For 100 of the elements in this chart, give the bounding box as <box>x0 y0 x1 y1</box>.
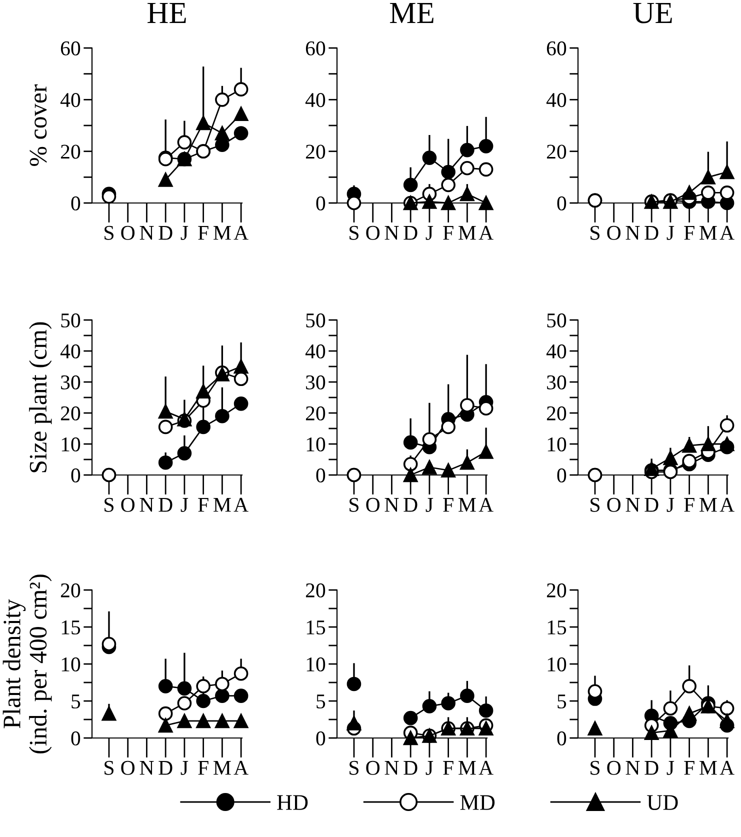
y-tick-label: 5 <box>72 694 80 708</box>
y-tick-label: 0 <box>557 731 566 746</box>
x-tick-label: F <box>443 761 454 775</box>
x-tick-label: A <box>720 498 734 512</box>
y-tick-label: 0 <box>316 468 326 482</box>
x-tick-label: D <box>404 226 418 240</box>
x-tick-label: D <box>158 761 172 775</box>
legend-label: MD <box>460 795 495 810</box>
y-tick-label: 30 <box>547 375 566 390</box>
x-tick-label: J <box>426 226 434 240</box>
chart-title: ME <box>390 2 434 23</box>
y-tick-label: 50 <box>547 313 566 328</box>
x-tick-label: O <box>607 226 621 240</box>
y-tick-label: 10 <box>62 437 80 452</box>
y-axis-title: Plant density (ind. per 400 cm²) <box>2 574 52 754</box>
y-axis-title: % cover <box>30 84 47 166</box>
y-tick-label: 40 <box>546 93 566 108</box>
y-tick-label: 0 <box>316 731 326 746</box>
y-tick-label: 40 <box>546 344 566 358</box>
y-tick-label: 50 <box>61 313 80 328</box>
x-tick-label: J <box>180 761 188 775</box>
x-tick-label: D <box>158 226 172 240</box>
x-tick-label: F <box>198 226 208 240</box>
x-tick-label: M <box>214 226 231 240</box>
x-tick-label: O <box>121 498 135 512</box>
y-axis-title: Size plant (cm) <box>29 322 52 472</box>
y-tick-label: 20 <box>546 406 566 420</box>
y-tick-label: 40 <box>305 344 326 358</box>
y-tick-label: 30 <box>61 375 80 390</box>
x-tick-label: D <box>644 226 658 240</box>
legend-label: HD <box>277 795 308 810</box>
y-tick-label: 60 <box>306 41 326 56</box>
y-tick-label: 10 <box>548 437 566 452</box>
x-tick-label: O <box>607 498 621 512</box>
y-tick-label: 20 <box>60 406 80 420</box>
x-tick-label: A <box>720 760 734 775</box>
x-tick-label: S <box>350 226 358 240</box>
x-tick-label: M <box>458 498 476 512</box>
x-tick-label: A <box>478 760 494 775</box>
y-tick-label: 20 <box>60 583 80 598</box>
x-tick-label: O <box>607 760 621 775</box>
x-tick-label: O <box>121 226 135 240</box>
x-tick-label: A <box>234 226 248 240</box>
x-tick-label: M <box>214 498 231 512</box>
x-tick-label: N <box>384 498 399 512</box>
y-tick-label: 15 <box>306 620 326 634</box>
x-tick-label: D <box>644 498 658 512</box>
y-tick-label: 10 <box>62 657 80 672</box>
x-tick-label: J <box>666 761 674 775</box>
x-tick-label: J <box>666 498 674 512</box>
y-tick-label: 15 <box>548 620 566 634</box>
x-tick-label: N <box>626 498 640 512</box>
chart-title: HE <box>148 2 186 23</box>
x-tick-label: F <box>198 761 208 775</box>
y-tick-label: 50 <box>306 313 326 328</box>
x-tick-label: J <box>666 226 674 240</box>
y-tick-label: 0 <box>71 731 80 746</box>
y-tick-label: 0 <box>557 196 566 210</box>
y-tick-label: 20 <box>306 583 326 598</box>
y-tick-label: 20 <box>546 583 566 598</box>
y-tick-label: 10 <box>306 437 326 452</box>
x-tick-label: O <box>121 760 135 775</box>
y-tick-label: 10 <box>548 657 566 672</box>
x-tick-label: M <box>458 226 476 240</box>
y-tick-label: 15 <box>62 620 80 634</box>
x-tick-label: S <box>590 498 600 512</box>
y-tick-label: 5 <box>558 694 566 708</box>
x-tick-label: J <box>180 226 188 240</box>
x-tick-label: N <box>140 498 154 512</box>
x-tick-label: M <box>700 761 717 775</box>
y-tick-label: 0 <box>71 468 80 482</box>
x-tick-label: N <box>384 226 399 240</box>
x-tick-label: J <box>426 498 434 512</box>
x-tick-label: D <box>158 498 172 512</box>
x-tick-label: D <box>644 761 658 775</box>
x-tick-label: S <box>104 498 114 512</box>
x-tick-label: S <box>104 226 114 240</box>
x-tick-label: F <box>684 761 694 775</box>
y-tick-label: 30 <box>306 375 326 390</box>
x-tick-label: M <box>700 226 717 240</box>
x-tick-label: S <box>350 760 358 775</box>
y-tick-label: 10 <box>306 657 326 672</box>
x-tick-label: N <box>626 761 640 775</box>
chart-title: UE <box>633 2 672 24</box>
x-tick-label: M <box>458 761 476 775</box>
x-tick-label: F <box>443 498 454 512</box>
x-tick-label: A <box>720 226 734 240</box>
x-tick-label: S <box>590 226 600 240</box>
y-tick-label: 20 <box>60 144 80 159</box>
x-tick-label: J <box>180 498 188 512</box>
x-tick-label: F <box>443 226 454 240</box>
x-tick-label: N <box>140 226 154 240</box>
x-tick-label: F <box>198 498 208 512</box>
x-tick-label: M <box>214 761 231 775</box>
x-tick-label: S <box>350 498 358 512</box>
x-tick-label: N <box>140 761 154 775</box>
x-tick-label: J <box>426 761 434 775</box>
y-tick-label: 0 <box>557 468 566 482</box>
y-tick-label: 20 <box>306 406 326 420</box>
x-tick-label: O <box>366 226 380 240</box>
